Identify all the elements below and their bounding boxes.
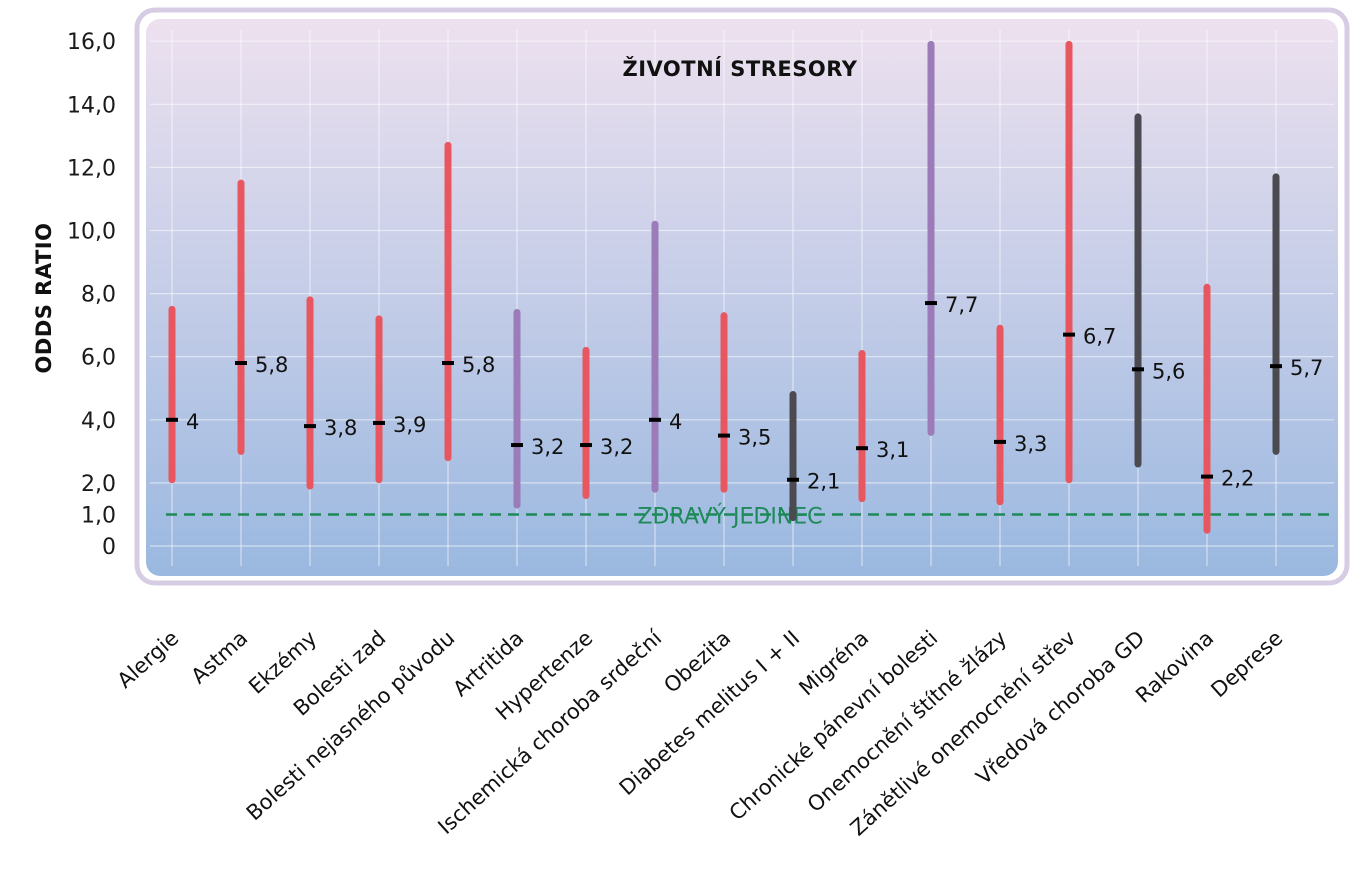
y-tick-label: 0 — [102, 535, 116, 560]
value-label: 7,7 — [945, 293, 978, 317]
value-label: 3,9 — [393, 413, 426, 437]
y-tick-label: 12,0 — [67, 156, 116, 181]
y-tick-label: 1,0 — [81, 503, 116, 528]
x-category-label: Astma — [187, 626, 253, 689]
x-category-label: Deprese — [1206, 626, 1287, 702]
value-label: 3,2 — [531, 435, 564, 459]
value-label: 5,6 — [1152, 359, 1185, 383]
value-label: 5,8 — [462, 353, 495, 377]
value-label: 3,3 — [1014, 432, 1047, 456]
y-axis-ticks: 0 1,0 2,0 4,0 6,0 8,0 10,0 12,0 14,0 16,0 — [67, 30, 116, 560]
value-label: 5,8 — [255, 353, 288, 377]
y-tick-label: 8,0 — [81, 283, 116, 308]
value-label: 3,2 — [600, 435, 633, 459]
value-label: 3,5 — [738, 426, 771, 450]
value-label: 2,1 — [807, 470, 840, 494]
x-category-label: Alergie — [113, 626, 184, 693]
y-tick-label: 16,0 — [67, 30, 116, 55]
value-label: 3,8 — [324, 416, 357, 440]
plot-area — [146, 19, 1338, 576]
y-tick-label: 4,0 — [81, 409, 116, 434]
chart-title: ŽIVOTNÍ STRESORY — [623, 56, 858, 81]
y-tick-label: 6,0 — [81, 346, 116, 371]
y-tick-label: 2,0 — [81, 472, 116, 497]
value-label: 5,7 — [1290, 356, 1323, 380]
y-axis-label: ODDS RATIO — [32, 223, 56, 374]
value-label: 4 — [669, 410, 682, 434]
y-tick-label: 14,0 — [67, 93, 116, 118]
error-bars: 4 5,8 3,8 3,9 5,8 3,2 3,2 4 3,5 2,1 3,1 7,7 3,3 6,7 5,… — [166, 40, 1323, 534]
value-label: 3,1 — [876, 438, 909, 462]
value-label: 2,2 — [1221, 467, 1254, 491]
y-tick-label: 10,0 — [67, 220, 116, 245]
value-label: 4 — [186, 410, 199, 434]
value-label: 6,7 — [1083, 325, 1116, 349]
